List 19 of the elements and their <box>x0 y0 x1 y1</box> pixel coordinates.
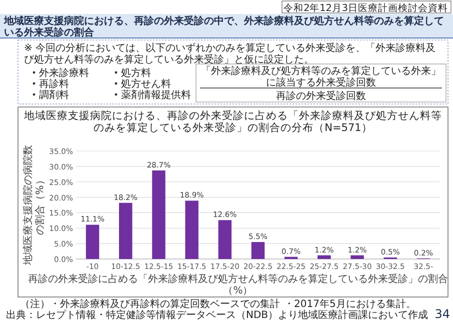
text: （注） <box>20 299 50 310</box>
text: 地域医療支援病院における、再診の外来受診の中で、外来診療料及び処方せん料等のみを算定している外来受診の割合 <box>4 16 444 38</box>
text: ※ 今回の分析においては、以下のいずれかのみを算定している外来受診を、「外来診療料及び処方せん料等のみを算定している外来受診」と仮に設定した。 <box>24 43 436 66</box>
text: 地域医療支援病院における、再診の外来受診に占める「外来診療料及び処方せん料等のみを算定している外来受診」の割合の分布（N=571） <box>24 110 442 134</box>
text: ・2017年5月における集計。 <box>284 299 416 310</box>
text: 再診の外来受診に占める「外来診療料及び処方せん料等のみを算定している外来受診」の割合（%） <box>28 274 448 296</box>
text: 外来診療料 <box>39 68 89 79</box>
text: 調剤料 <box>39 90 69 101</box>
text: 薬剤情報提供料 <box>121 90 191 101</box>
text: 34 <box>434 307 450 320</box>
y-axis-title: 地域医療支援病院の病院数の割合（%） <box>22 145 46 266</box>
text: 令和2年12月3日医療計画検討会資料 <box>284 3 448 14</box>
text: 処方せん料 <box>121 79 171 90</box>
text: 出典：レセプト情報・特定健診等情報データベース（NDB）より地域医療計画課において作成 <box>6 310 428 320</box>
text: 再診の外来受診回数 <box>276 91 366 102</box>
text: ・外来診療料及び再診料の算定回数ベースでの集計 <box>50 299 280 310</box>
text: 「外来診療料及び処方料等のみを算定している外来」に該当する外来受診回数 <box>201 66 441 88</box>
text: 再診料 <box>39 79 69 90</box>
text: 処方料 <box>121 68 151 79</box>
